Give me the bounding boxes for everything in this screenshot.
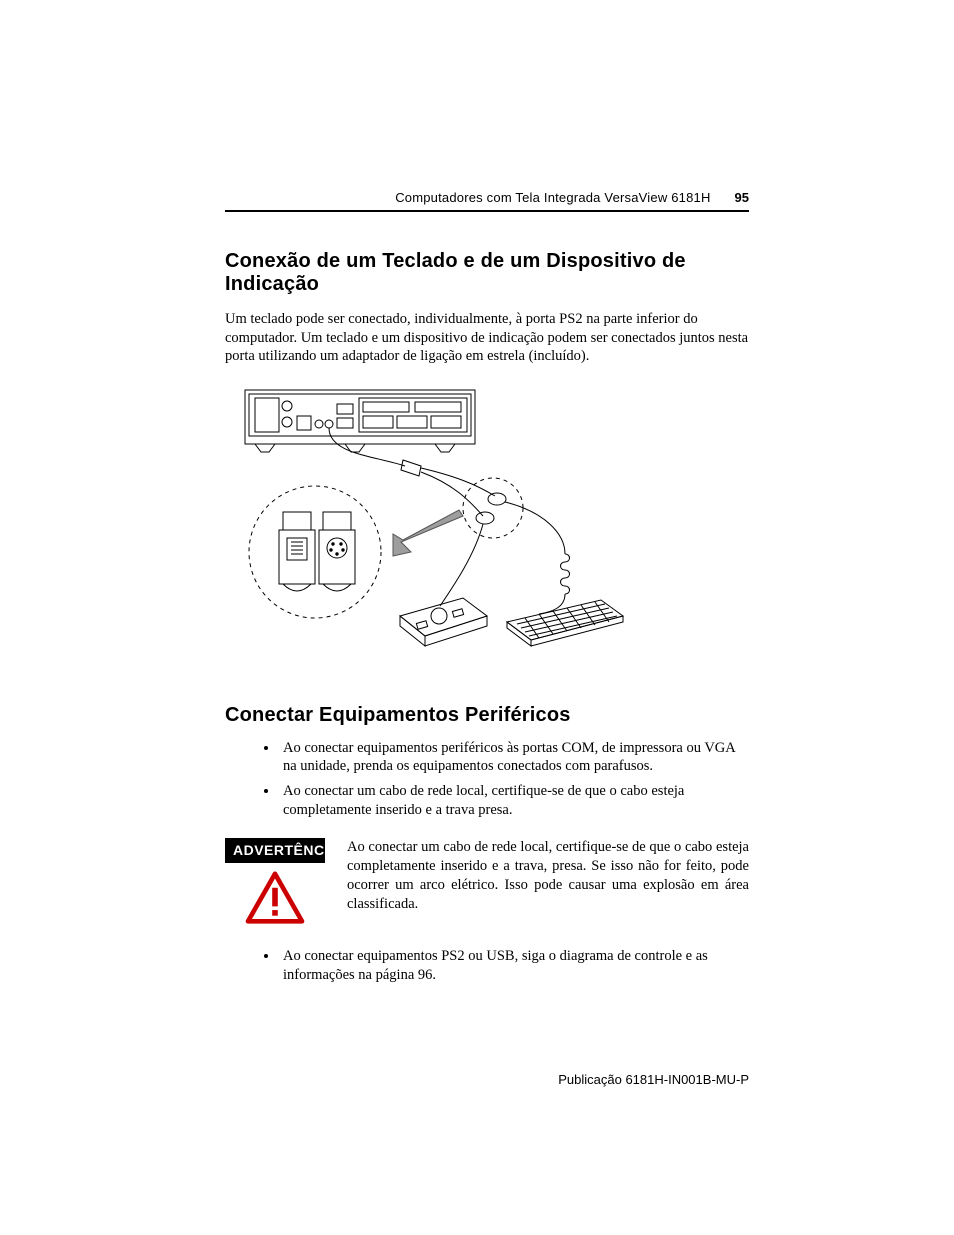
warning-text: Ao conectar um cabo de rede local, certi…	[347, 838, 749, 913]
section1-title: Conexão de um Teclado e de um Dispositiv…	[225, 250, 749, 296]
connection-diagram	[225, 384, 695, 684]
header-rule	[225, 210, 749, 212]
warning-block: ADVERTÊNCIA Ao conectar um cabo de rede …	[225, 838, 749, 925]
content-area: Conexão de um Teclado e de um Dispositiv…	[225, 250, 749, 985]
list-item: Ao conectar um cabo de rede local, certi…	[279, 782, 749, 820]
warning-left-column: ADVERTÊNCIA	[225, 838, 325, 925]
header-title: Computadores com Tela Integrada VersaVie…	[395, 190, 710, 205]
diagram-svg	[225, 384, 695, 684]
section2-bullet-list-after: Ao conectar equipamentos PS2 ou USB, sig…	[225, 947, 749, 985]
warning-triangle-icon	[245, 871, 305, 925]
running-header: Computadores com Tela Integrada VersaVie…	[225, 190, 749, 205]
footer-publication: Publicação 6181H-IN001B-MU-P	[558, 1072, 749, 1087]
header-page-number: 95	[735, 190, 749, 205]
section2-bullet-list: Ao conectar equipamentos periféricos às …	[225, 739, 749, 820]
section2-title: Conectar Equipamentos Periféricos	[225, 704, 749, 727]
list-item: Ao conectar equipamentos PS2 ou USB, sig…	[279, 947, 749, 985]
page: Computadores com Tela Integrada VersaVie…	[0, 0, 954, 1235]
list-item: Ao conectar equipamentos periféricos às …	[279, 739, 749, 777]
warning-badge: ADVERTÊNCIA	[225, 838, 325, 863]
section1-paragraph: Um teclado pode ser conectado, individua…	[225, 310, 749, 366]
